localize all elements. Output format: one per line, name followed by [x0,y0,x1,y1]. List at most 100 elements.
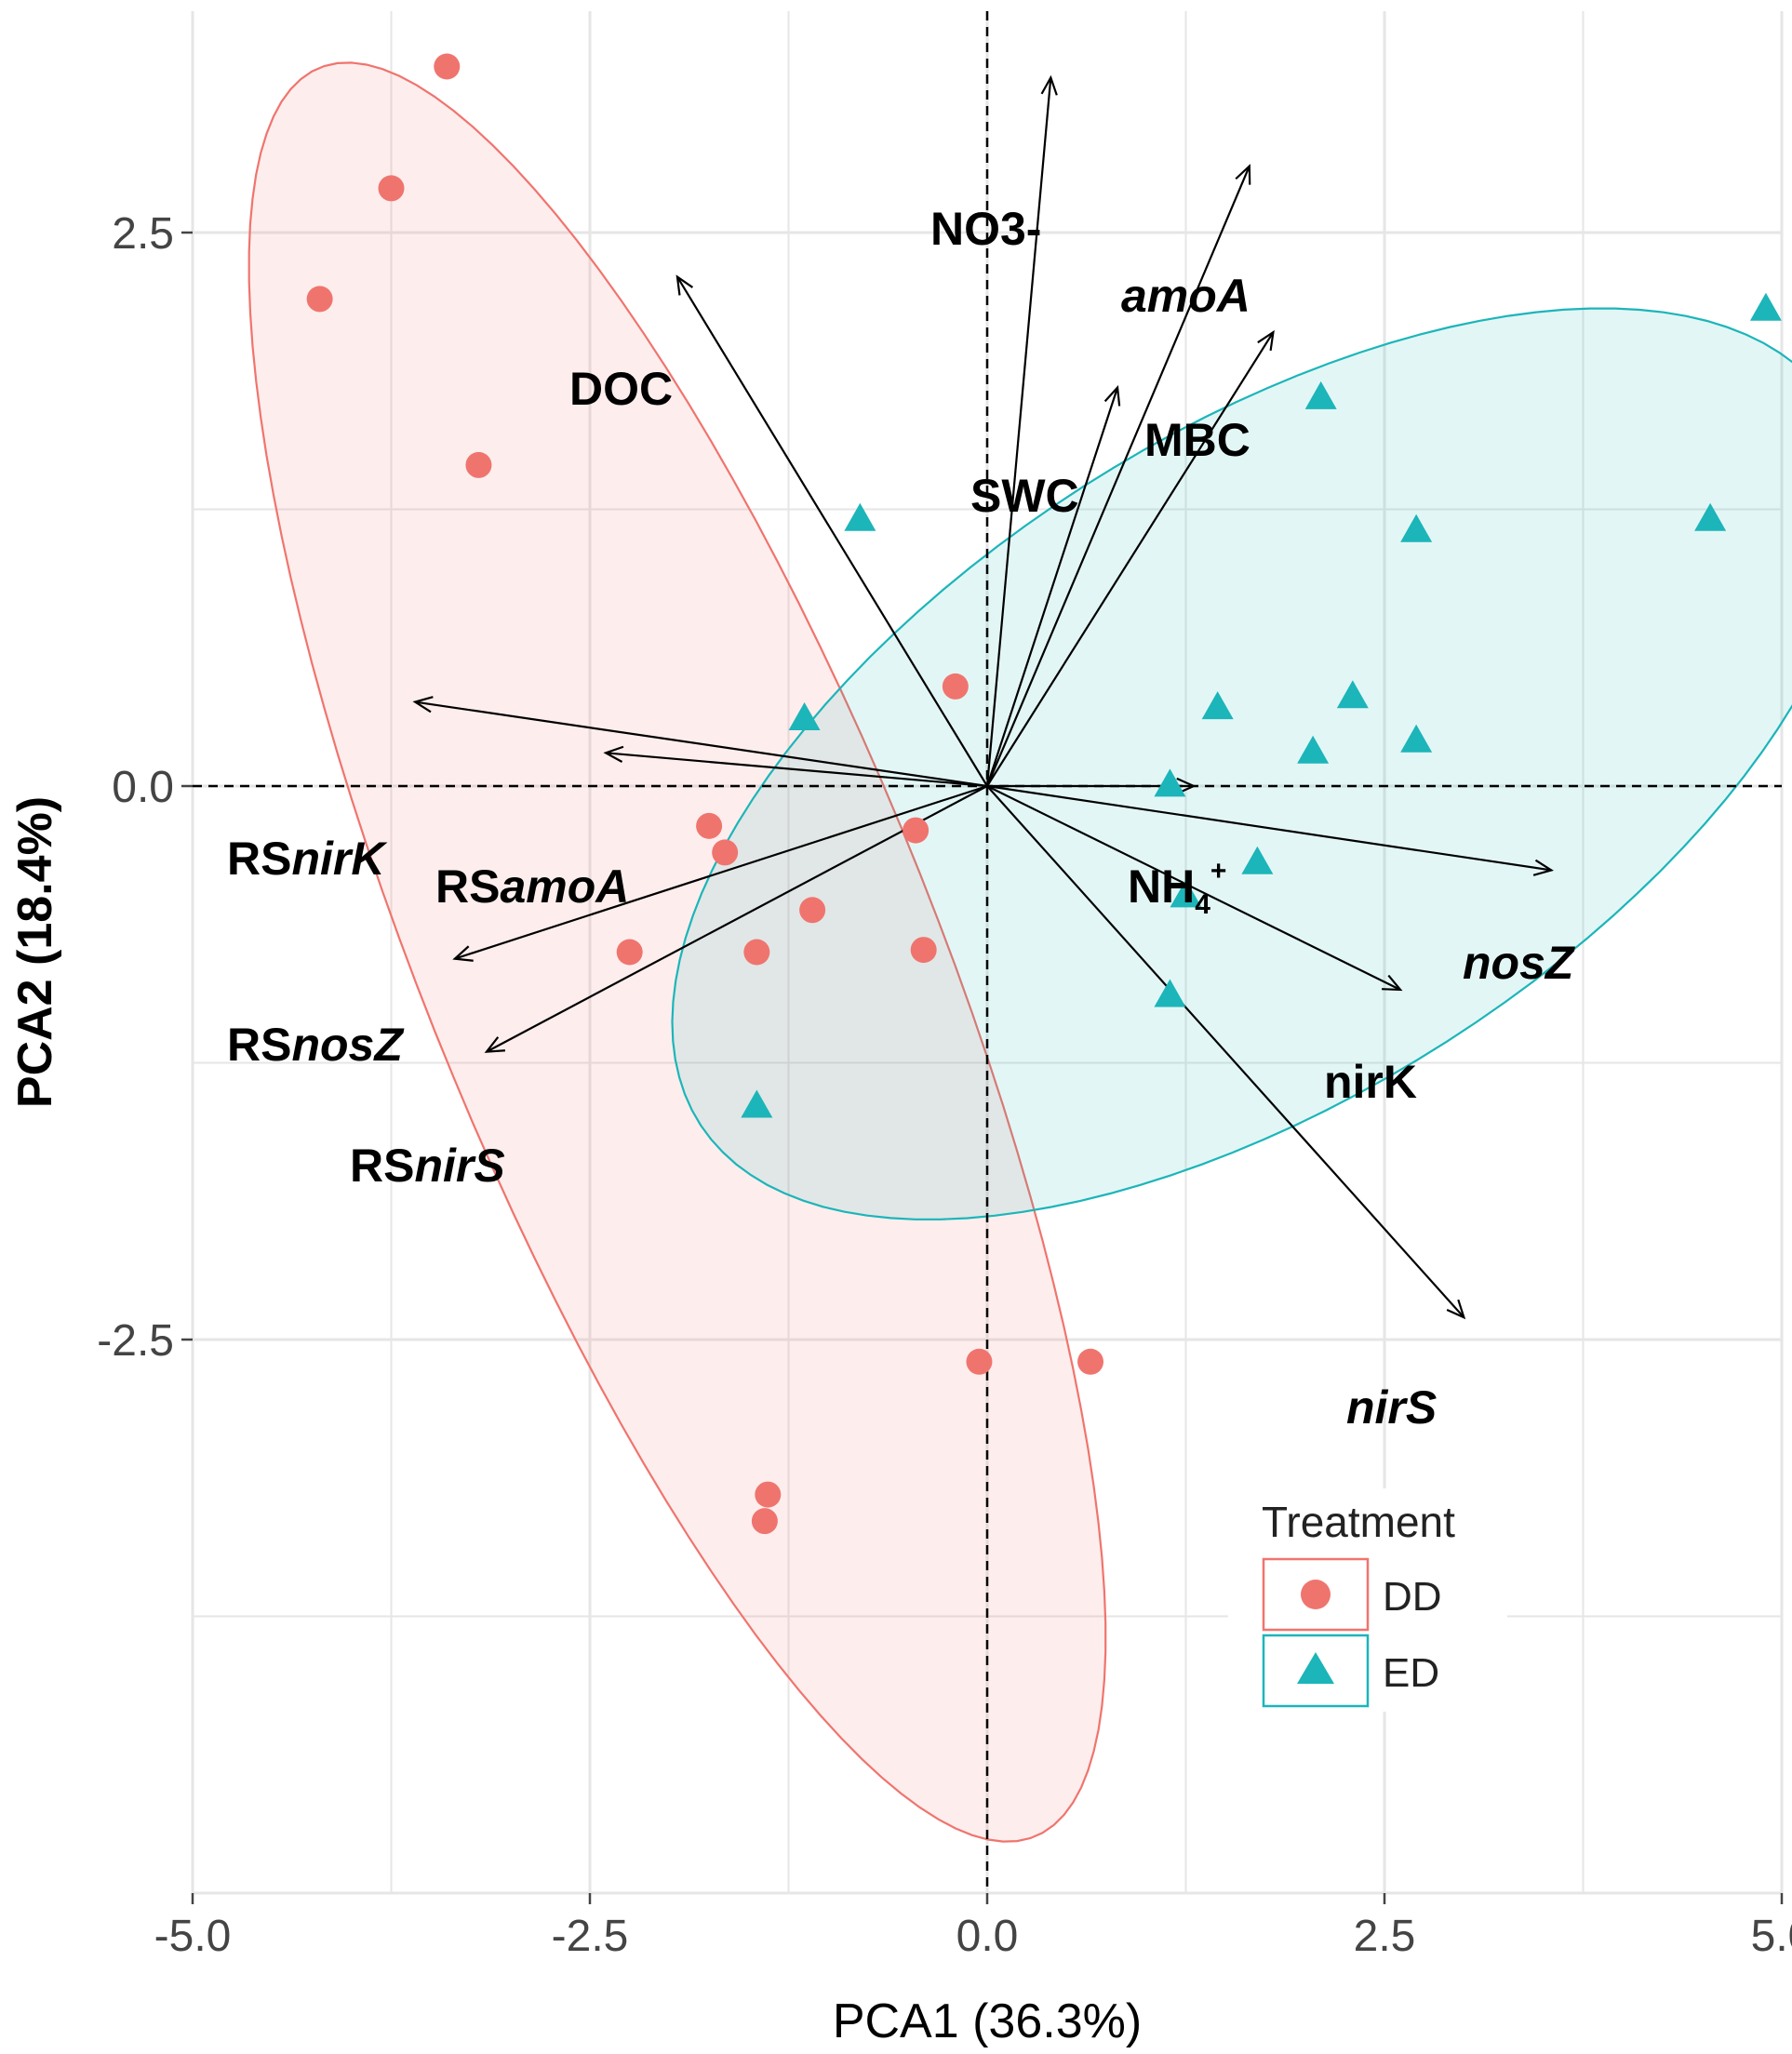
y-tick-label: 0.0 [112,763,174,812]
confidence-ellipses [247,61,1792,1843]
loading-label-italic: amoA [1121,270,1250,322]
loading-label: nirS [1346,1381,1437,1434]
loading-label: nirK [1324,1056,1417,1108]
x-tick-label: -2.5 [552,1912,629,1961]
loading-label: NO3- [930,203,1041,255]
point-dd [1077,1348,1104,1375]
arrowhead [1040,74,1058,96]
arrowhead [1103,385,1121,407]
loading-arrow-nirs [986,785,1465,1318]
arrowhead [1532,859,1555,876]
point-ed [1400,514,1433,542]
loading-label-prefix: RS [350,1140,414,1192]
point-ed [741,1089,773,1118]
point-dd [910,937,937,964]
arrowhead [484,1036,506,1053]
loading-label-prefix: SWC [970,470,1079,522]
loading-label-italic: nosZ [1463,937,1576,989]
loading-arrow-amoa [985,166,1250,787]
arrowhead [1382,974,1403,992]
point-ed [1336,680,1369,709]
loading-arrow-mbc [986,331,1275,787]
point-ed [1241,846,1274,874]
point-dd [755,1481,782,1508]
loading-label-italic: amoA [500,860,629,913]
point-dd [799,897,826,924]
point-dd [743,939,770,966]
arrowhead [452,945,474,962]
loading-label-prefix: RS [227,833,291,885]
loading-label-prefix: RS [227,1019,291,1071]
point-ed [844,502,876,531]
point-dd [751,1508,778,1535]
loading-label: SWC [970,470,1079,522]
point-dd [903,817,929,844]
legend-title: Treatment [1262,1498,1455,1546]
arrowhead [412,696,434,714]
point-dd [378,175,405,202]
loading-label-italic: nirS [414,1140,504,1192]
loading-label: RSnirK [227,833,388,885]
arrowhead [1446,1299,1466,1320]
loading-label: RSnosZ [227,1019,405,1071]
loading-label-prefix: DOC [569,363,673,415]
loading-label-superscript: + [1210,856,1227,887]
loading-label-prefix: NO3- [930,203,1041,255]
point-ed [1170,879,1202,908]
point-ed [1154,979,1186,1007]
data-points [306,53,1782,1535]
point-dd [306,286,333,313]
loading-label: RSnirS [350,1140,505,1192]
x-tick-label: 0.0 [956,1912,1019,1961]
loading-arrows [412,74,1555,1320]
point-dd [712,839,739,866]
loading-arrow-no3 [985,77,1052,787]
loading-arrow-rsnirk [414,700,988,788]
loading-label-italic: nirK [291,833,388,885]
legend-key-box [1262,1634,1370,1708]
point-ed [1201,691,1234,720]
loading-label-subscript: 4 [1195,889,1210,920]
loading-label-prefix: RS [435,860,500,913]
point-dd [696,812,723,839]
x-tick-label: 5.0 [1751,1912,1792,1961]
point-ed [1400,724,1433,753]
point-dd [942,673,969,700]
ellipse-ed [671,307,1792,1220]
loading-label-italic: nirS [1346,1381,1437,1434]
point-dd [966,1348,993,1375]
loading-arrow-nirk [986,785,1401,991]
legend-label: DD [1383,1574,1442,1620]
loading-label: NH4+ [1128,856,1226,920]
point-ed [1297,735,1330,764]
loading-label-italic: nosZ [291,1019,405,1071]
loading-label: DOC [569,363,673,415]
legend: Treatment DD ED [1228,1488,1507,1712]
point-ed [1154,768,1186,797]
legend-label: ED [1383,1650,1439,1696]
point-dd [465,451,492,478]
loading-label-prefix: MBC [1144,414,1250,466]
point-dd [616,939,643,966]
y-axis-title: PCA2 (18.4%) [8,796,62,1108]
loading-label: RSamoA [435,860,629,913]
legend-key-box [1262,1557,1370,1632]
loading-arrow-rsnosz [454,784,988,960]
arrowhead [675,274,694,296]
y-tick-label: -2.5 [97,1316,174,1366]
loading-label-prefix: NH [1128,860,1195,913]
point-ed [1749,292,1782,321]
point-ed [788,702,821,730]
loading-arrow-doc [676,276,988,787]
x-tick-label: 2.5 [1354,1912,1416,1961]
arrowhead [1235,164,1251,185]
loading-label: nosZ [1463,937,1576,989]
loading-label: amoA [1121,270,1250,322]
legend-key-circle [1301,1580,1331,1609]
ellipse-dd [247,61,1107,1843]
loading-arrow-swc [985,387,1119,787]
arrowhead [1257,329,1275,352]
y-tick-label: 2.5 [112,209,174,259]
